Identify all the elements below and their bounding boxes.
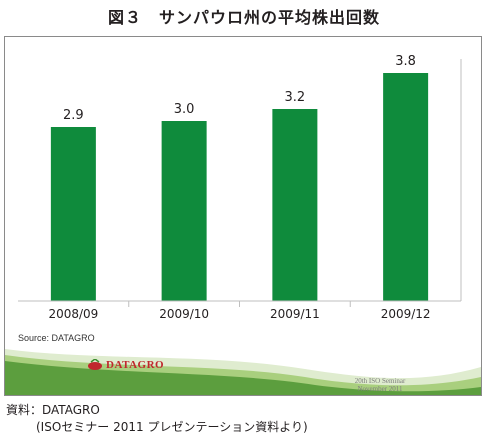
bar-2009/12 [383, 73, 429, 301]
x-tick-label-2009/10: 2009/10 [159, 307, 209, 321]
caption-note: (ISOセミナー 2011 プレゼンテーション資料より) [36, 420, 308, 434]
footer-swoosh [5, 349, 481, 395]
data-label-2008/09: 2.9 [63, 108, 84, 123]
data-label-2009/12: 3.8 [395, 54, 416, 69]
data-label-2009/11: 3.2 [285, 90, 306, 105]
figure-title: 図３ サンパウロ州の平均株出回数 [107, 8, 380, 27]
seminar-watermark: 20th ISO Seminar November 2011 [325, 377, 435, 393]
x-tick-label-2009/12: 2009/12 [381, 307, 431, 321]
bar-chart: 2.9 2008/09 3.0 2009/10 3.2 2009/11 3.8 2009/12 [18, 54, 462, 321]
bar-2009/11 [272, 109, 318, 301]
seminar-line-1: 20th ISO Seminar [354, 377, 406, 385]
caption-source: 資料：DATAGRO [6, 403, 100, 417]
figure-caption: 資料：DATAGRO (ISOセミナー 2011 プレゼンテーション資料より) [6, 402, 308, 436]
logo-text: DATAGRO [106, 359, 165, 371]
chart-slide: 2.9 2008/09 3.0 2009/10 3.2 2009/11 3.8 2009/12… [4, 36, 482, 396]
datagro-logo: DATAGRO [87, 359, 164, 371]
bar-2008/09 [50, 127, 96, 301]
seminar-line-2: November 2011 [357, 385, 403, 393]
bar-2009/10 [161, 121, 207, 301]
x-tick-label-2009/11: 2009/11 [270, 307, 320, 321]
sugarcane-icon [88, 359, 102, 370]
data-label-2009/10: 3.0 [174, 102, 195, 117]
x-tick-label-2008/09: 2008/09 [48, 307, 98, 321]
chart-source-note: Source: DATAGRO [18, 333, 95, 343]
